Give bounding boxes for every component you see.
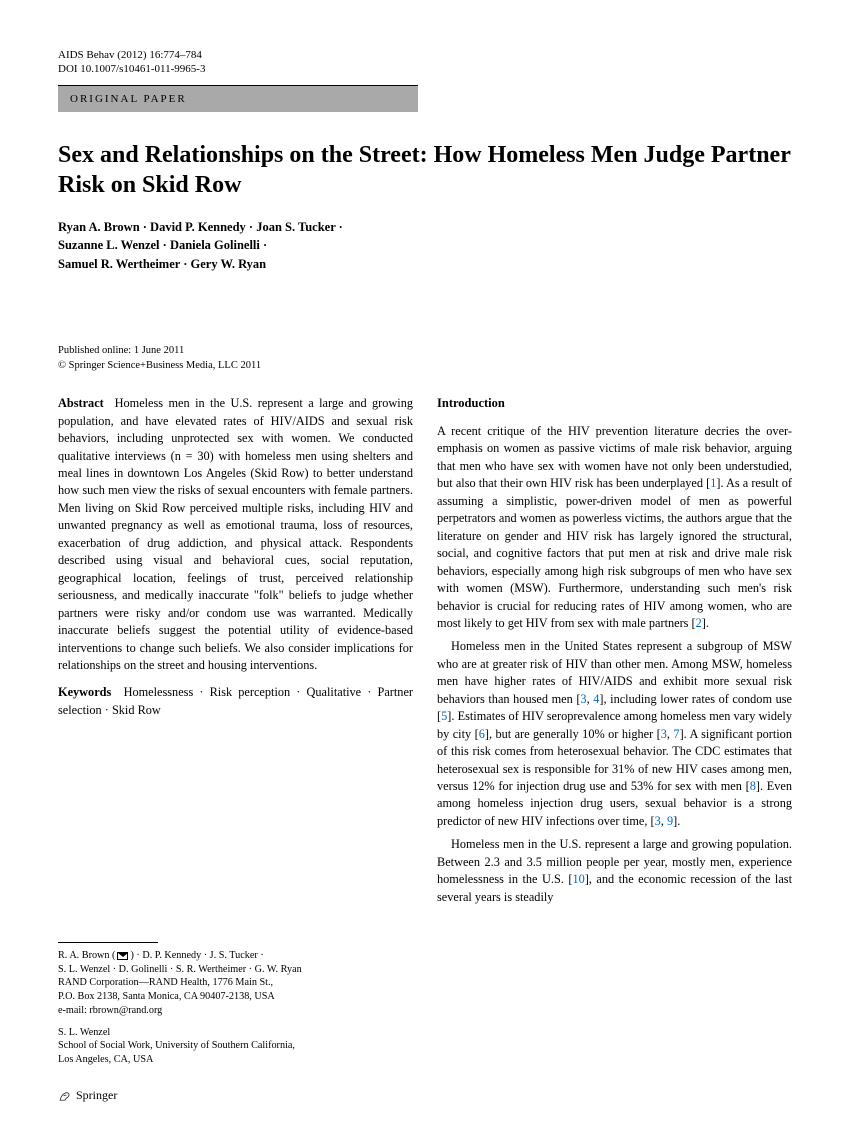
affiliations: R. A. Brown () · D. P. Kennedy · J. S. T… (58, 942, 413, 1075)
intro-para-2: Homeless men in the United States repres… (437, 638, 792, 830)
citation-link[interactable]: 3 (661, 727, 667, 741)
left-column: Abstract Homeless men in the U.S. repres… (58, 395, 413, 912)
affil-address-1: RAND Corporation—RAND Health, 1776 Main … (58, 976, 413, 990)
springer-horse-icon (58, 1089, 72, 1103)
keywords-text: Homelessness · Risk perception · Qualita… (58, 685, 413, 716)
publication-meta: Published online: 1 June 2011 © Springer… (58, 344, 792, 373)
citation-link[interactable]: 3 (655, 814, 661, 828)
journal-citation: AIDS Behav (2012) 16:774–784 (58, 48, 792, 62)
article-category: ORIGINAL PAPER (58, 86, 418, 112)
affiliation-group-1: R. A. Brown () · D. P. Kennedy · J. S. T… (58, 949, 413, 1018)
copyright: © Springer Science+Business Media, LLC 2… (58, 359, 792, 374)
affiliation-group-2: S. L. Wenzel School of Social Work, Univ… (58, 1026, 413, 1067)
article-title: Sex and Relationships on the Street: How… (58, 140, 792, 200)
intro-heading: Introduction (437, 395, 792, 413)
right-column: Introduction A recent critique of the HI… (437, 395, 792, 912)
author-line: Suzanne L. Wenzel · Daniela Golinelli · (58, 236, 792, 255)
keywords: Keywords Homelessness · Risk perception … (58, 684, 413, 719)
doi: DOI 10.1007/s10461-011-9965-3 (58, 62, 792, 76)
abstract: Abstract Homeless men in the U.S. repres… (58, 395, 413, 674)
body-columns: Abstract Homeless men in the U.S. repres… (58, 395, 792, 912)
affil-address-2: P.O. Box 2138, Santa Monica, CA 90407-21… (58, 990, 413, 1004)
affiliation-rule (58, 942, 158, 943)
keywords-label: Keywords (58, 685, 111, 699)
running-header: AIDS Behav (2012) 16:774–784 DOI 10.1007… (58, 48, 792, 77)
citation-link[interactable]: 10 (572, 872, 584, 886)
affil-email: e-mail: rbrown@rand.org (58, 1004, 413, 1018)
publisher-name: Springer (76, 1088, 117, 1103)
affil-authors-2: S. L. Wenzel · D. Golinelli · S. R. Wert… (58, 963, 413, 977)
author-line: Ryan A. Brown · David P. Kennedy · Joan … (58, 218, 792, 237)
abstract-label: Abstract (58, 396, 104, 410)
affil2-address-1: School of Social Work, University of Sou… (58, 1039, 413, 1053)
publisher-logo: Springer (58, 1088, 117, 1103)
envelope-icon (117, 952, 128, 960)
published-online: Published online: 1 June 2011 (58, 344, 792, 359)
intro-para-1: A recent critique of the HIV prevention … (437, 423, 792, 632)
intro-para-3: Homeless men in the U.S. represent a lar… (437, 836, 792, 906)
citation-link[interactable]: 3 (580, 692, 586, 706)
affil2-author: S. L. Wenzel (58, 1026, 413, 1040)
abstract-text: Homeless men in the U.S. represent a lar… (58, 396, 413, 672)
affil2-address-2: Los Angeles, CA, USA (58, 1053, 413, 1067)
author-list: Ryan A. Brown · David P. Kennedy · Joan … (58, 218, 792, 274)
author-line: Samuel R. Wertheimer · Gery W. Ryan (58, 255, 792, 274)
